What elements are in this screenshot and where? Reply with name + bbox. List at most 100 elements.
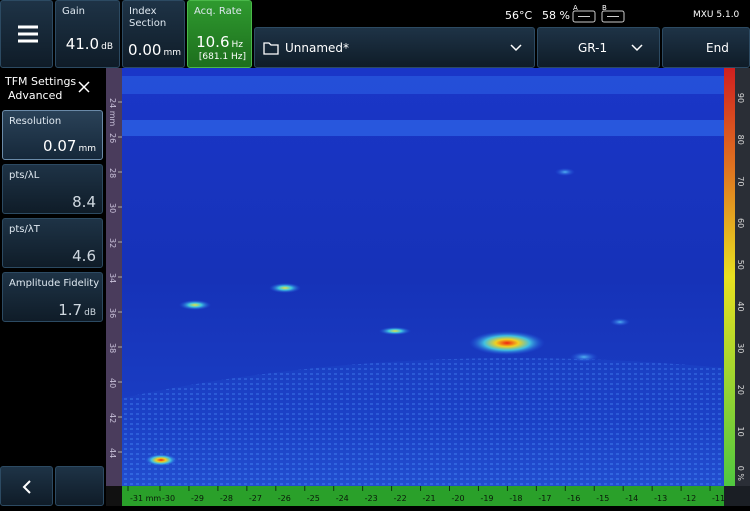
depth-label: 30 (108, 203, 117, 213)
unit: Hz (231, 40, 244, 50)
gain-box[interactable]: Gain 41.0 dB (55, 0, 120, 68)
number: 10.6 (196, 33, 230, 51)
setting-number: 4.6 (72, 247, 96, 265)
depth-label: 36 (108, 308, 117, 318)
number: 41.0 (65, 35, 100, 53)
chevron (510, 44, 522, 52)
depth-label: 40 (108, 378, 117, 388)
index-label: -28 (220, 494, 233, 503)
depth-label: 34 (108, 273, 117, 283)
index-label: -17 (538, 494, 551, 503)
back-icon (22, 480, 31, 494)
group-name: GR-1 (578, 41, 608, 55)
setting-value: 0.07 mm (43, 137, 96, 155)
depth-label: 44 (108, 448, 117, 458)
unit: mm (163, 48, 181, 58)
file-name: Unnamed* (285, 41, 350, 55)
spare-button (55, 466, 104, 506)
setting-item[interactable]: pts/λT 4.6 (2, 218, 103, 268)
index-label: -30 (162, 494, 175, 503)
amplitude-label: 40 (736, 301, 745, 311)
value: 41.0 dB (66, 35, 113, 53)
depth-label: 26 (108, 133, 117, 143)
setting-number: 0.07 (43, 137, 77, 155)
index-label: -15 (596, 494, 609, 503)
battery-level: 58 % (542, 9, 570, 22)
index-label: -19 (480, 494, 493, 503)
depth-label: 28 (108, 168, 117, 178)
setting-value: 1.7 dB (58, 301, 96, 319)
file-dropdown[interactable]: Unnamed* (254, 27, 535, 68)
index-label: -26 (278, 494, 291, 503)
number: 0.00 (128, 41, 162, 59)
index-label: -25 (307, 494, 320, 503)
setting-item[interactable]: pts/λL 8.4 (2, 164, 103, 214)
sub-rate: [681.1 Hz] (198, 52, 246, 62)
depth-label: 42 (108, 413, 117, 423)
folder-icon (263, 42, 279, 55)
setting-value: 8.4 (72, 193, 96, 211)
setting-unit: mm (78, 144, 96, 154)
acq-rate-box[interactable]: Acq. Rate 10.6 Hz [681.1 Hz] (187, 0, 252, 68)
index-label: -29 (191, 494, 204, 503)
version: MXU 5.1.0 (693, 10, 740, 20)
amplitude-label: 10 (736, 427, 745, 437)
index-label: -16 (567, 494, 580, 503)
chevron (631, 44, 643, 52)
index-label: -23 (365, 494, 378, 503)
battery-a: A (573, 4, 578, 12)
battery-b: B (602, 4, 607, 12)
value: 10.6 Hz (196, 33, 243, 51)
setting-value: 4.6 (72, 247, 96, 265)
index-label: -18 (509, 494, 522, 503)
panel-subtitle: Advanced (8, 89, 63, 102)
temperature: 56°C (505, 9, 533, 22)
battery-icons: A B (572, 4, 625, 23)
end-button[interactable]: End (662, 27, 750, 68)
close-button[interactable] (78, 81, 90, 93)
depth-label: 24 mm (108, 98, 117, 127)
amplitude-label: 0 % (736, 466, 745, 482)
panel-title: TFM Settings (5, 75, 77, 88)
amplitude-label: 50 (736, 260, 745, 270)
index-section-box[interactable]: Index Section 0.00 mm (122, 0, 185, 68)
amplitude-label: 30 (736, 343, 745, 353)
index-label: -11 (712, 494, 725, 503)
setting-item[interactable]: Amplitude Fidelity 1.7 dB (2, 272, 103, 322)
index-label: -27 (249, 494, 262, 503)
amplitude-label: 70 (736, 176, 745, 186)
back-button[interactable] (0, 466, 53, 506)
value: 0.00 mm (128, 41, 181, 59)
group-dropdown[interactable]: GR-1 (537, 27, 660, 68)
setting-label: pts/λL (9, 170, 40, 181)
setting-label: Resolution (9, 116, 62, 127)
tfm-image: 24 mm 26 28 30 32 34 36 38 40 42 44 -31 mm -30 -29 -28… (106, 68, 750, 506)
depth-label: 32 (108, 238, 117, 248)
index-label: -12 (683, 494, 696, 503)
index-label: -20 (452, 494, 465, 503)
menu-icon (18, 25, 38, 43)
index-label: -22 (394, 494, 407, 503)
amplitude-label: 20 (736, 385, 745, 395)
setting-number: 1.7 (58, 301, 83, 319)
setting-unit: dB (84, 308, 96, 318)
setting-item[interactable]: Resolution 0.07 mm (2, 110, 103, 160)
label: Index Section (129, 6, 167, 29)
index-label: -31 mm (130, 494, 161, 503)
amplitude-label: 90 (736, 93, 745, 103)
index-label: -13 (654, 494, 667, 503)
label: Gain (62, 6, 85, 17)
amplitude-label: 80 (736, 135, 745, 145)
end-label: End (706, 41, 729, 55)
depth-label: 38 (108, 343, 117, 353)
index-label: -21 (423, 494, 436, 503)
menu-button[interactable] (0, 0, 53, 68)
amplitude-label: 60 (736, 218, 745, 228)
setting-number: 8.4 (72, 193, 96, 211)
setting-label: Amplitude Fidelity (9, 278, 100, 289)
label: Acq. Rate (194, 6, 242, 17)
index-label: -24 (336, 494, 349, 503)
setting-label: pts/λT (9, 224, 40, 235)
index-label: -14 (625, 494, 638, 503)
